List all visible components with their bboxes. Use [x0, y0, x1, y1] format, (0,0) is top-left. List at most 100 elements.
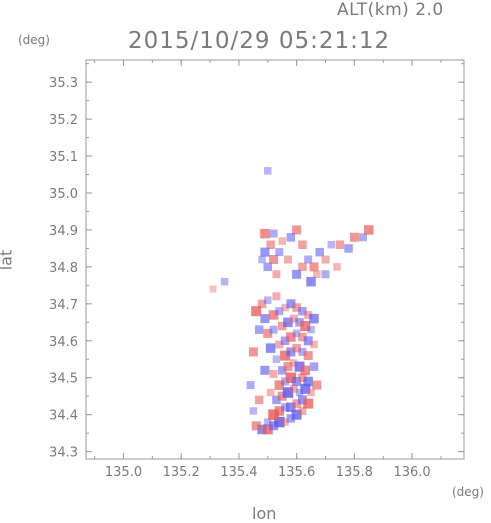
heat-cell-negative	[321, 270, 330, 279]
heat-cell-negative	[220, 277, 229, 286]
heat-cell-negative	[264, 296, 272, 304]
heat-cell-positive	[274, 380, 285, 390]
heat-cell-positive	[268, 310, 279, 320]
heat-cell-positive	[262, 424, 273, 435]
heat-cell-positive	[269, 370, 278, 378]
heat-cell-negative	[309, 313, 319, 324]
heat-cell-negative	[283, 317, 293, 328]
heat-cell-negative	[264, 167, 272, 175]
heat-cell-negative	[275, 307, 284, 316]
heat-cell-positive	[278, 321, 287, 331]
heat-cell-negative	[260, 314, 270, 324]
heat-cell-positive	[248, 347, 258, 357]
y-tick-label: 34.6	[49, 335, 78, 350]
heat-cell-positive	[277, 391, 287, 401]
heat-cell-negative	[295, 318, 304, 327]
heat-cell-negative	[281, 377, 290, 386]
heat-cell-positive	[280, 350, 291, 361]
heat-cell-negative	[286, 299, 296, 309]
heat-cell-negative	[272, 355, 281, 363]
heat-cell-negative	[275, 248, 284, 257]
heat-cell-positive	[289, 314, 298, 323]
y-tick-label: 34.4	[49, 409, 78, 424]
heat-cell-positive	[298, 332, 307, 342]
y-tick-label: 34.3	[49, 446, 78, 461]
heat-cell-negative	[269, 229, 278, 238]
heat-cell-positive	[275, 340, 284, 349]
heat-cell-negative	[264, 418, 272, 426]
heat-cell-negative	[304, 255, 313, 264]
heat-cell-positive	[290, 359, 298, 367]
heat-cell-negative	[269, 325, 278, 334]
heat-cell-negative	[306, 276, 316, 287]
heat-cell-positive	[292, 399, 301, 408]
heat-cell-positive	[254, 395, 264, 405]
heat-cell-negative	[272, 395, 281, 405]
heat-cell-negative	[280, 336, 290, 345]
heat-cell-positive	[260, 228, 270, 239]
heat-cell-positive	[284, 255, 292, 264]
heat-cell-positive	[292, 225, 302, 235]
heat-cell-negative	[260, 365, 270, 375]
heat-cell-negative	[278, 366, 287, 375]
heat-cell-positive	[312, 380, 322, 390]
heat-cell-negative	[300, 383, 311, 394]
heat-cell-positive	[274, 406, 285, 416]
heat-cell-negative	[344, 244, 353, 253]
heat-cell-positive	[266, 388, 275, 397]
heat-cell-positive	[364, 225, 374, 235]
heat-cell-negative	[327, 241, 335, 249]
heat-cell-positive	[281, 418, 289, 426]
heat-cell-positive	[268, 409, 279, 420]
y-tick-label: 34.9	[49, 224, 78, 239]
heat-cell-positive	[300, 365, 310, 376]
heat-cell-negative	[254, 325, 264, 334]
heat-cell-negative	[303, 336, 313, 346]
heat-cell-positive	[257, 299, 267, 309]
heat-cell-negative	[286, 402, 296, 412]
heat-cell-negative	[298, 307, 307, 316]
heat-cell-negative	[249, 407, 258, 415]
heat-cell-negative	[309, 362, 319, 371]
heat-cell-negative	[257, 424, 267, 435]
y-tick-label: 35.3	[49, 76, 78, 91]
heat-cell-positive	[251, 421, 261, 431]
x-tick-label: 135.0	[105, 465, 142, 480]
chart-title-timestamp: 2015/10/29 05:21:12	[128, 28, 391, 54]
heat-cell-negative	[286, 233, 296, 242]
heat-cell-positive	[292, 343, 301, 353]
heat-cell-positive	[313, 270, 321, 278]
heat-cell-negative	[269, 421, 279, 431]
heat-cell-positive	[251, 306, 262, 317]
heat-cell-positive	[298, 373, 307, 382]
heat-cell-negative	[292, 376, 302, 386]
x-tick-label: 136.0	[393, 465, 430, 480]
heat-cell-positive	[333, 263, 341, 271]
heat-cell-positive	[300, 321, 311, 331]
heat-cell-positive	[298, 262, 307, 272]
heat-cell-negative	[291, 409, 302, 420]
heat-cell-positive	[269, 255, 279, 264]
x-axis-label: lon	[252, 504, 277, 523]
y-tick-label: 35.2	[49, 113, 78, 128]
x-axis-unit: (deg)	[452, 485, 484, 499]
heat-cell-positive	[292, 303, 301, 312]
heat-cell-negative	[292, 269, 302, 279]
x-tick-label: 135.4	[220, 465, 257, 480]
heat-cell-negative	[286, 347, 296, 357]
y-tick-label: 34.5	[49, 372, 78, 387]
y-tick-label: 35.1	[49, 150, 78, 165]
heat-cell-negative	[282, 387, 294, 398]
heat-cell-negative	[295, 388, 304, 397]
heat-cell-positive	[283, 362, 293, 372]
heat-cell-positive	[286, 332, 296, 342]
heat-cell-positive	[303, 351, 313, 361]
heat-cell-positive	[349, 232, 359, 242]
heat-cell-positive	[209, 285, 217, 293]
heat-cell-negative	[281, 403, 290, 412]
heat-cell-negative	[298, 347, 307, 356]
y-tick-label: 34.7	[49, 298, 78, 313]
heat-cell-positive	[307, 388, 315, 397]
heat-cell-positive	[303, 398, 314, 409]
